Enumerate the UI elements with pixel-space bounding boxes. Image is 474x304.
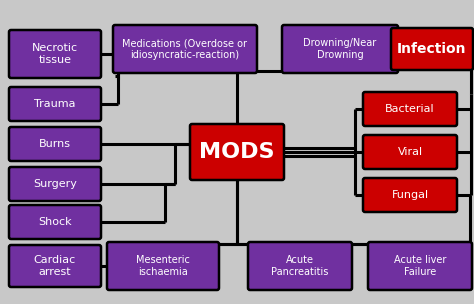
- Text: Mesenteric
ischaemia: Mesenteric ischaemia: [136, 255, 190, 277]
- FancyBboxPatch shape: [9, 205, 101, 239]
- FancyBboxPatch shape: [107, 242, 219, 290]
- Text: Shock: Shock: [38, 217, 72, 227]
- FancyBboxPatch shape: [363, 178, 457, 212]
- FancyBboxPatch shape: [363, 92, 457, 126]
- Text: Viral: Viral: [397, 147, 422, 157]
- FancyBboxPatch shape: [9, 127, 101, 161]
- Text: Medications (Overdose or
idiosyncratic-reaction): Medications (Overdose or idiosyncratic-r…: [122, 38, 247, 60]
- Text: Acute
Pancreatitis: Acute Pancreatitis: [271, 255, 328, 277]
- Text: Infection: Infection: [397, 42, 467, 56]
- FancyBboxPatch shape: [368, 242, 472, 290]
- FancyBboxPatch shape: [248, 242, 352, 290]
- Text: Burns: Burns: [39, 139, 71, 149]
- FancyBboxPatch shape: [9, 245, 101, 287]
- Text: Drowning/Near
Drowning: Drowning/Near Drowning: [303, 38, 377, 60]
- FancyBboxPatch shape: [9, 30, 101, 78]
- Text: Fungal: Fungal: [392, 190, 428, 200]
- Text: Surgery: Surgery: [33, 179, 77, 189]
- Text: Trauma: Trauma: [34, 99, 76, 109]
- Text: Acute liver
Failure: Acute liver Failure: [394, 255, 446, 277]
- Text: Necrotic
tissue: Necrotic tissue: [32, 43, 78, 65]
- FancyBboxPatch shape: [9, 87, 101, 121]
- Text: MODS: MODS: [199, 142, 275, 162]
- FancyBboxPatch shape: [9, 167, 101, 201]
- FancyBboxPatch shape: [363, 135, 457, 169]
- Text: Cardiac
arrest: Cardiac arrest: [34, 255, 76, 277]
- FancyBboxPatch shape: [113, 25, 257, 73]
- FancyBboxPatch shape: [190, 124, 284, 180]
- Text: Bacterial: Bacterial: [385, 104, 435, 114]
- FancyBboxPatch shape: [282, 25, 398, 73]
- FancyBboxPatch shape: [391, 28, 473, 70]
